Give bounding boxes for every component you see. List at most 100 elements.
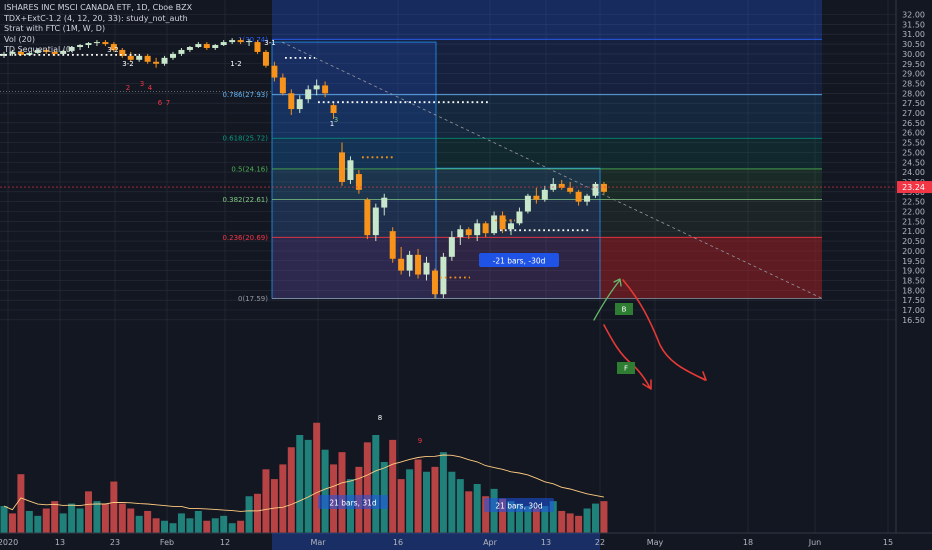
trend-line — [281, 41, 823, 299]
candle-body — [533, 195, 540, 200]
candle-body — [51, 51, 58, 54]
fib-level-label: 0.618(25.72) — [222, 135, 268, 143]
volume-bar — [406, 469, 414, 533]
fib-zone — [272, 94, 822, 139]
volume-bar — [228, 523, 236, 533]
volume-bar — [127, 508, 135, 533]
signal-marker-bg — [615, 303, 633, 315]
candle-body — [279, 77, 286, 94]
td-label: 3-2 — [122, 60, 133, 68]
candle-body — [457, 229, 464, 238]
range-label: 21 bars, 30d — [495, 502, 543, 511]
strat-levels — [0, 53, 590, 279]
volume-bar — [237, 520, 245, 533]
td-label: 8 — [378, 414, 382, 422]
range-label-bg — [479, 253, 559, 267]
candle-body — [77, 45, 84, 48]
price-tick-label: 16.50 — [902, 316, 925, 325]
td-label: 7 — [166, 99, 170, 107]
volume-bar — [254, 493, 261, 533]
candle-body — [1, 53, 7, 56]
volume-bar — [338, 452, 346, 533]
volume-bar — [203, 520, 211, 533]
candle-body — [364, 199, 371, 236]
price-tick-label: 31.50 — [902, 20, 925, 29]
volume-bar — [524, 506, 532, 533]
candle-body — [296, 99, 303, 110]
time-tick-label: 15 — [883, 538, 893, 547]
time-tick-label: Mar — [310, 538, 326, 547]
price-tick-label: 27.00 — [902, 109, 925, 118]
volume-bar — [541, 506, 549, 533]
price-tick-label: 17.00 — [902, 306, 925, 315]
fib-zone — [272, 199, 822, 238]
candle-body — [423, 262, 430, 275]
time-tick-label: 2020 — [0, 538, 18, 547]
volume-bar — [592, 503, 599, 533]
volume-bar — [220, 515, 228, 533]
volume-bar — [59, 513, 67, 533]
time-tick-label: 12 — [220, 538, 230, 547]
volume-bar — [448, 471, 456, 533]
time-tick-label: 23 — [110, 538, 120, 547]
legend-indicator-strat[interactable]: Strat with FTC (1M, W, D) — [4, 24, 106, 34]
candle-body — [372, 207, 379, 236]
price-tick-label: 19.50 — [902, 257, 925, 266]
volume-bar — [575, 515, 583, 533]
price-tick-label: 20.00 — [902, 247, 925, 256]
price-tick-label: 28.00 — [902, 89, 925, 98]
signal-marker-bg — [617, 362, 635, 374]
fib-retracement: 0(17.59) 0.236(20.69) 0.382(22.61) 0.5(24.1… — [0, 0, 823, 303]
price-tick-label: 28.50 — [902, 79, 925, 88]
td-label: 3-2 — [107, 46, 118, 54]
volume-bar — [414, 459, 422, 533]
price-tick-label: 25.00 — [902, 148, 925, 157]
time-tick-label: 13 — [541, 538, 551, 547]
td-label: 2 — [126, 84, 130, 92]
price-tick-label: 21.50 — [902, 217, 925, 226]
range-label: 21 bars, 31d — [329, 499, 377, 508]
legend-indicator-td[interactable]: TD Sequential (0) — [4, 45, 75, 55]
candle-body — [229, 40, 236, 43]
legend-symbol-title[interactable]: ISHARES INC MSCI CANADA ETF, 1D, Cboe BZ… — [4, 3, 193, 12]
candle-body — [212, 45, 219, 48]
volume-bar — [279, 464, 287, 533]
price-tick-label: 26.50 — [902, 119, 925, 128]
volume-bar — [296, 435, 304, 533]
fib-zone-top — [272, 0, 822, 40]
volume-bar — [118, 503, 126, 533]
volume-bar — [515, 503, 523, 533]
price-tick-label: 31.00 — [902, 30, 925, 39]
candle-body — [153, 61, 160, 64]
legend-indicator-vol[interactable]: Vol (20) — [4, 34, 35, 44]
current-price-label: 23.24 — [902, 183, 925, 192]
candle-body — [93, 42, 100, 44]
legend-indicator-tdx[interactable]: TDX+ExtC-1.2 (4, 12, 20, 33): study_not_… — [4, 13, 188, 23]
td-label: 4 — [148, 84, 153, 92]
fib-level-label: 0.382(22.61) — [222, 196, 268, 204]
candle-body — [398, 258, 405, 271]
candle-body — [161, 57, 168, 64]
volume-bar — [372, 435, 380, 533]
candle-body — [60, 50, 67, 54]
td-label: 3-1 — [264, 39, 275, 47]
volume-ma-line — [3, 454, 604, 512]
candle-body — [499, 215, 506, 230]
volume-bar — [68, 503, 76, 533]
fib-level-label: 1(30.74) — [238, 36, 268, 44]
volume-bar — [439, 452, 447, 533]
volume-bar — [558, 510, 566, 533]
price-tick-label: 30.00 — [902, 50, 925, 59]
candle-body — [567, 187, 574, 192]
volume-bar — [532, 508, 540, 533]
volume-bar — [600, 501, 608, 533]
candle-body — [102, 42, 109, 45]
arrow-down-short — [603, 324, 652, 390]
volume-bar — [110, 481, 118, 533]
fib-level-label: 0.786(27.93) — [222, 91, 268, 99]
signal-marker: F — [624, 365, 628, 373]
td-label: 9 — [418, 437, 422, 445]
volume-bar — [8, 513, 16, 533]
volume-bar — [549, 501, 557, 533]
